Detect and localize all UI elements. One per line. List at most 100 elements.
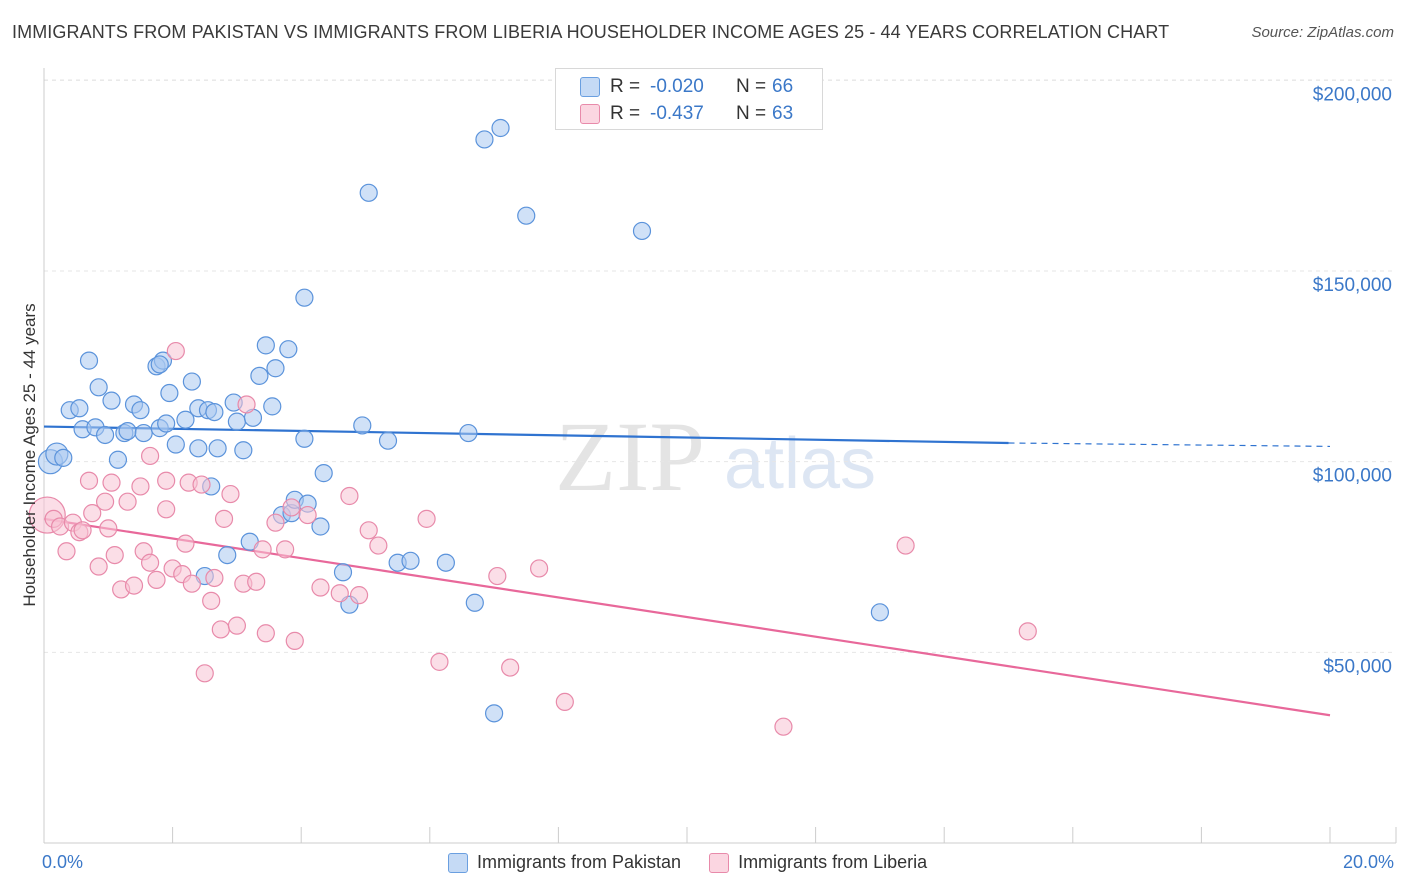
- data-point: [250, 366, 269, 385]
- data-point: [237, 395, 256, 414]
- data-point: [475, 130, 494, 149]
- watermark: ZIP atlas: [555, 401, 876, 512]
- y-axis-title: Householder Income Ages 25 - 44 years: [20, 303, 39, 607]
- legend-row-pakistan: R = -0.020 N = 66: [580, 74, 793, 100]
- data-point: [95, 492, 115, 511]
- y-tick-labels: $50,000 $100,000 $150,000 $200,000: [1313, 84, 1392, 677]
- data-point: [276, 540, 295, 559]
- data-point: [99, 519, 118, 538]
- data-point: [102, 391, 121, 410]
- series-legend: Immigrants from Pakistan Immigrants from…: [448, 852, 927, 873]
- y-tick-label: $50,000: [1323, 656, 1392, 677]
- r-value: -0.437: [650, 103, 704, 124]
- data-point: [102, 473, 121, 492]
- data-point: [263, 397, 282, 416]
- y-tick-label: $150,000: [1313, 275, 1392, 296]
- data-point: [1018, 622, 1037, 641]
- correlation-legend: R = -0.020 N = 66 R = -0.437 N = 63: [555, 68, 823, 130]
- data-point: [417, 509, 436, 528]
- data-point: [157, 414, 176, 433]
- data-point: [227, 412, 246, 431]
- data-point: [774, 717, 793, 736]
- data-point: [295, 429, 314, 448]
- data-point: [131, 401, 150, 420]
- n-value: 63: [772, 103, 794, 124]
- data-point: [256, 624, 275, 643]
- data-point: [176, 534, 195, 553]
- data-point: [488, 566, 507, 586]
- data-point: [369, 536, 388, 555]
- data-point: [430, 652, 449, 671]
- data-point: [517, 206, 536, 225]
- data-point: [221, 484, 240, 504]
- data-point: [359, 521, 378, 540]
- data-point: [73, 521, 92, 540]
- data-point: [279, 340, 298, 359]
- data-point: [234, 441, 253, 460]
- data-point: [95, 425, 115, 445]
- data-point: [311, 578, 330, 597]
- data-point: [89, 378, 108, 397]
- legend-item-pakistan: Immigrants from Pakistan: [448, 852, 681, 873]
- data-point: [147, 570, 166, 589]
- data-point: [134, 423, 153, 443]
- data-point: [211, 620, 230, 639]
- data-point: [160, 383, 179, 403]
- data-point: [70, 399, 89, 418]
- data-point: [89, 557, 108, 576]
- pakistan-trend-extension: [1008, 442, 1331, 448]
- data-point: [214, 509, 234, 528]
- data-point: [105, 545, 124, 565]
- data-point: [501, 658, 520, 677]
- chart-title: IMMIGRANTS FROM PAKISTAN VS IMMIGRANTS F…: [12, 22, 1170, 42]
- data-point: [205, 568, 224, 588]
- data-point: [118, 492, 137, 511]
- data-point: [176, 410, 195, 429]
- data-point: [182, 574, 201, 593]
- data-point: [295, 288, 314, 307]
- data-point: [247, 572, 266, 591]
- data-point: [401, 551, 420, 570]
- pakistan-legend-swatch: [448, 852, 468, 873]
- legend-item-liberia: Immigrants from Liberia: [709, 852, 927, 873]
- liberia-swatch: [580, 104, 600, 124]
- data-point: [140, 446, 160, 466]
- x-max-label: 20.0%: [1342, 852, 1394, 872]
- data-point: [218, 545, 237, 565]
- watermark-zip: ZIP: [555, 401, 705, 512]
- data-point: [282, 498, 301, 517]
- data-point: [192, 475, 211, 494]
- data-point: [124, 576, 144, 595]
- x-min-label: 0.0%: [42, 852, 84, 872]
- data-point: [378, 431, 398, 450]
- r-value: -0.020: [650, 76, 704, 97]
- pakistan-trend-line: [43, 425, 1009, 445]
- data-point: [202, 591, 221, 610]
- data-points: [28, 118, 1037, 736]
- data-point: [266, 359, 285, 378]
- data-point: [79, 351, 99, 370]
- data-point: [57, 542, 76, 561]
- data-point: [157, 500, 176, 519]
- watermark-atlas: atlas: [724, 424, 876, 504]
- data-point: [485, 704, 504, 723]
- data-point: [349, 586, 369, 605]
- data-point: [118, 422, 137, 441]
- data-point: [298, 505, 317, 525]
- y-tick-label: $200,000: [1313, 84, 1392, 105]
- n-value: 66: [772, 76, 794, 97]
- data-point: [54, 448, 73, 467]
- r-label: R =: [610, 103, 641, 124]
- data-point: [205, 402, 224, 422]
- data-point: [256, 336, 275, 355]
- gridlines: [44, 79, 1396, 653]
- data-point: [314, 464, 333, 483]
- data-point: [530, 559, 549, 578]
- liberia-legend-swatch: [709, 852, 730, 873]
- data-point: [359, 183, 378, 202]
- data-point: [266, 513, 285, 532]
- data-point: [285, 631, 304, 650]
- data-point: [340, 486, 359, 506]
- data-point: [253, 540, 272, 559]
